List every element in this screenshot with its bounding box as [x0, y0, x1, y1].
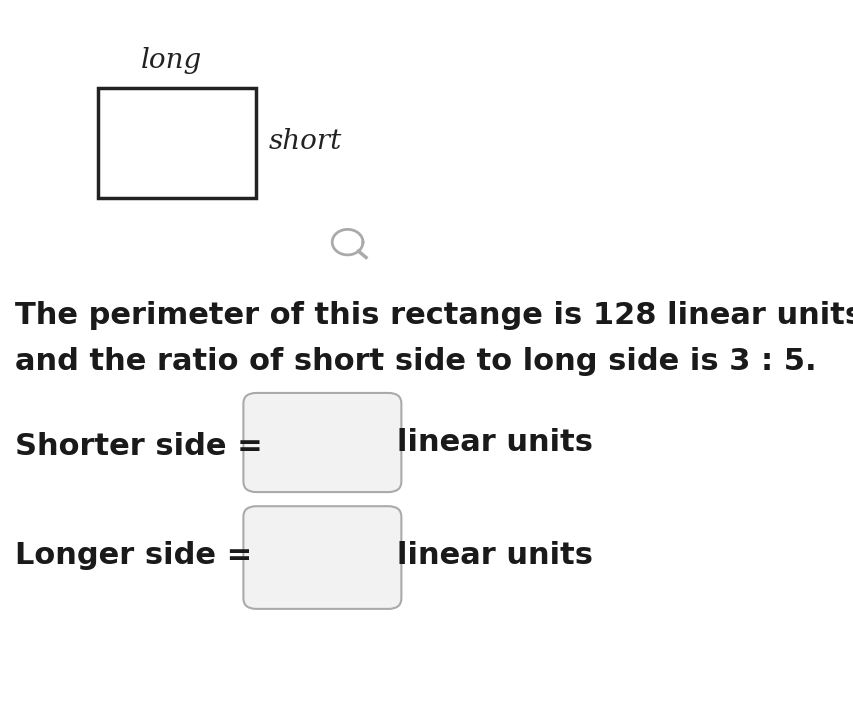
Text: linear units: linear units [397, 428, 593, 457]
Text: linear units: linear units [397, 542, 593, 570]
Text: The perimeter of this rectange is 128 linear units,: The perimeter of this rectange is 128 li… [15, 301, 853, 329]
Text: short: short [269, 128, 342, 155]
Bar [98, 88, 256, 198]
Text: Shorter side =: Shorter side = [15, 432, 263, 460]
Text: and the ratio of short side to long side is 3 : 5.: and the ratio of short side to long side… [15, 347, 816, 375]
FancyBboxPatch shape [243, 393, 401, 492]
Text: Longer side =: Longer side = [15, 542, 252, 570]
Text: long: long [141, 47, 202, 74]
FancyBboxPatch shape [243, 506, 401, 609]
